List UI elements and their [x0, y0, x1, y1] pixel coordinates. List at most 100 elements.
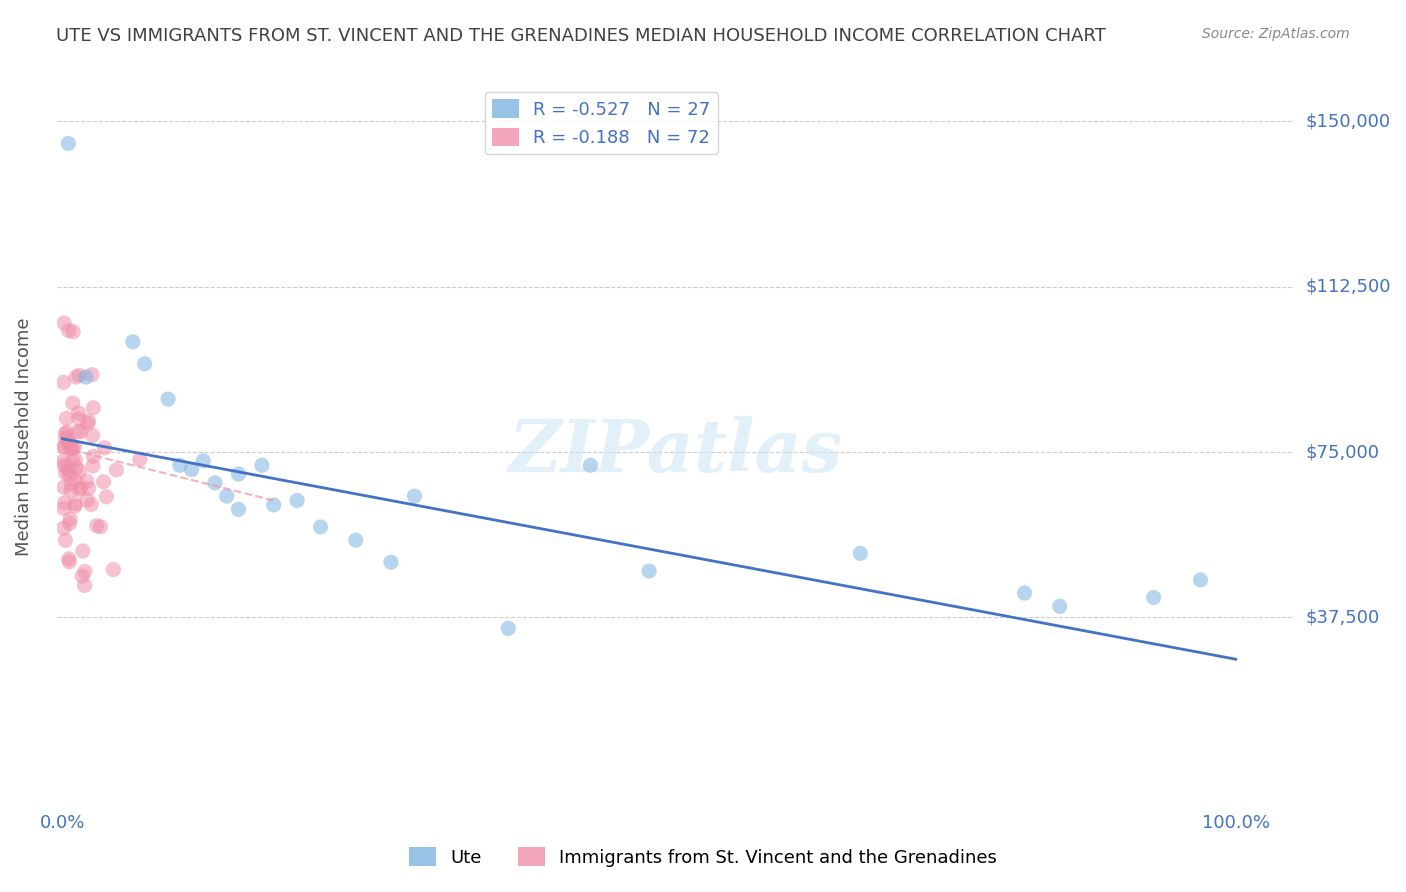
Point: [134, 357, 156, 371]
Point: [59, 436, 82, 450]
Point: [89, 520, 111, 534]
Point: [52, 501, 75, 516]
Point: [52, 376, 75, 390]
Point: [53, 441, 76, 455]
Point: [82, 401, 104, 415]
Point: [55, 460, 77, 475]
Point: [103, 563, 125, 577]
Point: [70, 425, 93, 439]
Point: [380, 555, 402, 569]
Point: [58, 462, 80, 476]
Point: [344, 533, 367, 548]
Point: [73, 578, 96, 592]
Point: [53, 533, 76, 548]
Point: [62, 442, 84, 456]
Point: [498, 621, 520, 635]
Point: [180, 463, 202, 477]
Point: [60, 483, 83, 498]
Point: [52, 454, 75, 468]
Point: [309, 520, 332, 534]
Point: [53, 496, 76, 510]
Text: $37,500: $37,500: [1306, 608, 1379, 626]
Point: [93, 441, 115, 455]
Point: [58, 324, 80, 338]
Point: [93, 475, 115, 489]
Legend: Ute, Immigrants from St. Vincent and the Grenadines: Ute, Immigrants from St. Vincent and the…: [402, 840, 1004, 874]
Point: [82, 458, 104, 473]
Text: $75,000: $75,000: [1306, 443, 1379, 461]
Point: [63, 499, 86, 513]
Point: [404, 489, 426, 503]
Point: [67, 406, 90, 420]
Point: [55, 432, 77, 446]
Point: [62, 325, 84, 339]
Point: [60, 452, 83, 467]
Point: [228, 467, 250, 481]
Text: $150,000: $150,000: [1306, 112, 1391, 130]
Point: [250, 458, 273, 473]
Point: [58, 516, 80, 531]
Text: $112,500: $112,500: [1306, 277, 1391, 296]
Point: [76, 475, 98, 489]
Point: [579, 458, 602, 473]
Point: [70, 569, 93, 583]
Point: [58, 468, 80, 483]
Point: [75, 370, 97, 384]
Point: [96, 490, 118, 504]
Point: [58, 552, 80, 566]
Point: [83, 450, 105, 464]
Point: [215, 489, 238, 503]
Point: [60, 476, 83, 491]
Point: [58, 434, 80, 449]
Point: [80, 368, 103, 382]
Point: [285, 493, 308, 508]
Point: [67, 425, 90, 439]
Point: [849, 546, 872, 560]
Point: [73, 565, 96, 579]
Point: [1189, 573, 1212, 587]
Point: [67, 464, 90, 478]
Point: [263, 498, 285, 512]
Point: [1049, 599, 1071, 614]
Point: [72, 544, 94, 558]
Point: [59, 512, 82, 526]
Point: [228, 502, 250, 516]
Text: ZIPatlas: ZIPatlas: [509, 416, 842, 487]
Point: [56, 425, 79, 439]
Text: UTE VS IMMIGRANTS FROM ST. VINCENT AND THE GRENADINES MEDIAN HOUSEHOLD INCOME CO: UTE VS IMMIGRANTS FROM ST. VINCENT AND T…: [56, 27, 1107, 45]
Point: [65, 370, 87, 384]
Text: Source: ZipAtlas.com: Source: ZipAtlas.com: [1202, 27, 1350, 41]
Point: [58, 136, 80, 151]
Point: [55, 411, 77, 425]
Point: [56, 432, 79, 446]
Point: [128, 452, 150, 467]
Y-axis label: Median Household Income: Median Household Income: [15, 318, 32, 556]
Point: [67, 411, 90, 425]
Point: [80, 498, 103, 512]
Point: [157, 392, 180, 406]
Point: [59, 442, 82, 456]
Point: [69, 483, 91, 497]
Point: [1014, 586, 1036, 600]
Point: [67, 368, 90, 383]
Legend: R = -0.527   N = 27, R = -0.188   N = 72: R = -0.527 N = 27, R = -0.188 N = 72: [485, 92, 718, 154]
Point: [53, 426, 76, 441]
Point: [52, 521, 75, 535]
Point: [638, 564, 661, 578]
Point: [58, 555, 80, 569]
Point: [169, 458, 191, 473]
Point: [63, 497, 86, 511]
Point: [65, 474, 87, 488]
Point: [1142, 591, 1164, 605]
Point: [52, 458, 75, 473]
Point: [86, 518, 108, 533]
Point: [69, 481, 91, 495]
Point: [53, 316, 76, 330]
Point: [193, 454, 215, 468]
Point: [77, 481, 100, 495]
Point: [76, 417, 98, 431]
Point: [55, 467, 77, 481]
Point: [65, 452, 87, 467]
Point: [82, 428, 104, 442]
Point: [122, 334, 145, 349]
